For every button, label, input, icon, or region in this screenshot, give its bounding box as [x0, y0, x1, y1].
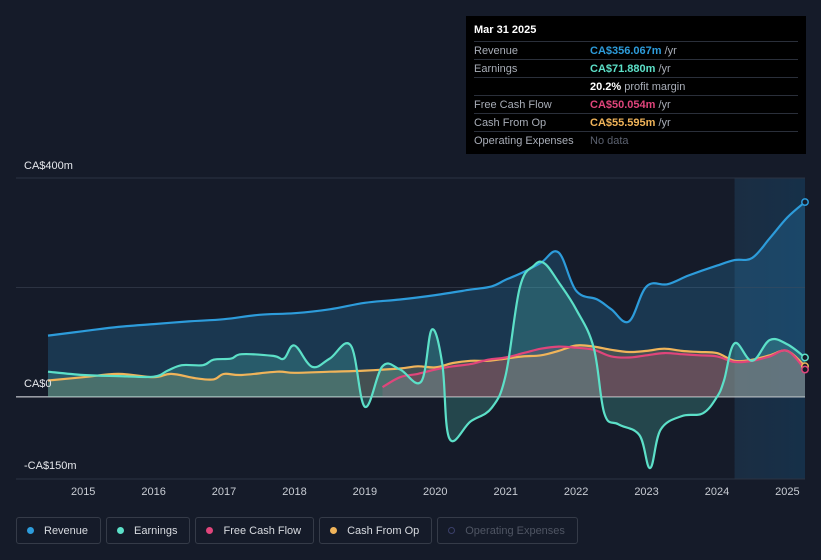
legend-item-revenue[interactable]: Revenue — [16, 517, 102, 544]
tooltip-row-label: Cash From Op — [474, 116, 547, 129]
free-cash-flow-area — [382, 346, 805, 397]
revenue-end-marker — [801, 198, 809, 207]
x-axis-ticks: 2015 2016 2017 2018 2019 2020 2021 2022 2023 2024… — [71, 486, 800, 498]
legend-item-operating-expenses[interactable]: Operating Expenses — [437, 517, 578, 544]
legend-label: Free Cash Flow — [223, 524, 302, 537]
series-end-markers — [801, 198, 809, 374]
legend-label: Cash From Op — [347, 524, 420, 537]
x-tick-label: 2022 — [564, 486, 588, 498]
y-tick-label-bottom: -CA$150m — [24, 460, 77, 472]
legend-dot-icon — [117, 527, 125, 534]
tooltip-row-unit: /yr — [664, 44, 677, 57]
y-tick-label-zero: CA$0 — [24, 378, 52, 390]
chart-legend: Revenue Earnings Free Cash Flow Cash From O… — [16, 517, 578, 544]
earnings-line — [47, 260, 806, 470]
x-tick-label: 2024 — [705, 486, 729, 498]
revenue-line — [47, 201, 806, 337]
tooltip-row-value: CA$55.595m — [590, 116, 656, 129]
tooltip-row-unit: /yr — [658, 62, 671, 75]
x-tick-label: 2015 — [71, 486, 95, 498]
grid-lines — [16, 177, 805, 480]
legend-dot-icon — [27, 527, 34, 534]
legend-item-earnings[interactable]: Earnings — [106, 517, 191, 544]
series-lines — [47, 201, 806, 470]
legend-label: Revenue — [44, 524, 89, 537]
tooltip-row-value: CA$356.067m — [590, 44, 662, 57]
tooltip-row: Cash From Op CA$55.595m/yr — [474, 113, 798, 131]
x-tick-label: 2021 — [493, 486, 517, 498]
x-tick-label: 2020 — [423, 486, 447, 498]
legend-label: Earnings — [134, 524, 178, 537]
tooltip-rows: Revenue CA$356.067m/yr Earnings CA$71.880m /… — [474, 41, 798, 149]
free-cash-flow-end-marker — [801, 365, 809, 374]
tooltip-row: Operating Expenses No data — [474, 131, 798, 149]
legend-item-cash-from-op[interactable]: Cash From Op — [319, 517, 433, 544]
legend-label: Operating Expenses — [465, 524, 565, 537]
tooltip-row-label: Operating Expenses — [474, 134, 574, 147]
tooltip-row-value: CA$50.054m — [590, 98, 656, 111]
tooltip-row-unit: profit margin — [624, 80, 686, 93]
revenue-area — [48, 202, 805, 397]
tooltip-row-label: Revenue — [474, 44, 519, 57]
series-areas — [48, 202, 805, 469]
tooltip-row: Revenue CA$356.067m/yr — [474, 41, 798, 59]
tooltip-row-unit: /yr — [658, 98, 671, 111]
data-tooltip: Mar 31 2025 Revenue CA$356.067m/yr Earning… — [466, 16, 806, 154]
legend-dot-icon — [448, 527, 456, 534]
legend-item-free-cash-flow[interactable]: Free Cash Flow — [195, 517, 315, 544]
x-tick-label: 2016 — [141, 486, 165, 498]
tooltip-row-value: CA$71.880m — [590, 62, 656, 75]
x-tick-label: 2023 — [634, 486, 658, 498]
legend-dot-icon — [206, 527, 214, 534]
tooltip-row-label: Earnings — [474, 62, 518, 75]
tooltip-row: Free Cash Flow CA$50.054m/yr — [474, 95, 798, 113]
x-tick-label: 2018 — [282, 486, 306, 498]
forecast-region — [734, 178, 805, 479]
tooltip-row: Earnings CA$71.880m/yr — [474, 59, 798, 77]
tooltip-row-label: Free Cash Flow — [474, 98, 552, 111]
tooltip-date: Mar 31 2025 — [474, 24, 537, 36]
tooltip-row-value: 20.2% — [590, 80, 622, 93]
x-tick-label: 2025 — [775, 486, 799, 498]
x-tick-label: 2019 — [353, 486, 377, 498]
legend-dot-icon — [330, 527, 338, 534]
tooltip-row-unit: /yr — [658, 116, 671, 129]
earnings-end-marker — [801, 353, 809, 362]
tooltip-row: 20.2% profit margin — [474, 77, 798, 95]
tooltip-row-value: No data — [590, 134, 629, 147]
x-tick-label: 2017 — [212, 486, 236, 498]
y-tick-label-top: CA$400m — [24, 160, 73, 172]
